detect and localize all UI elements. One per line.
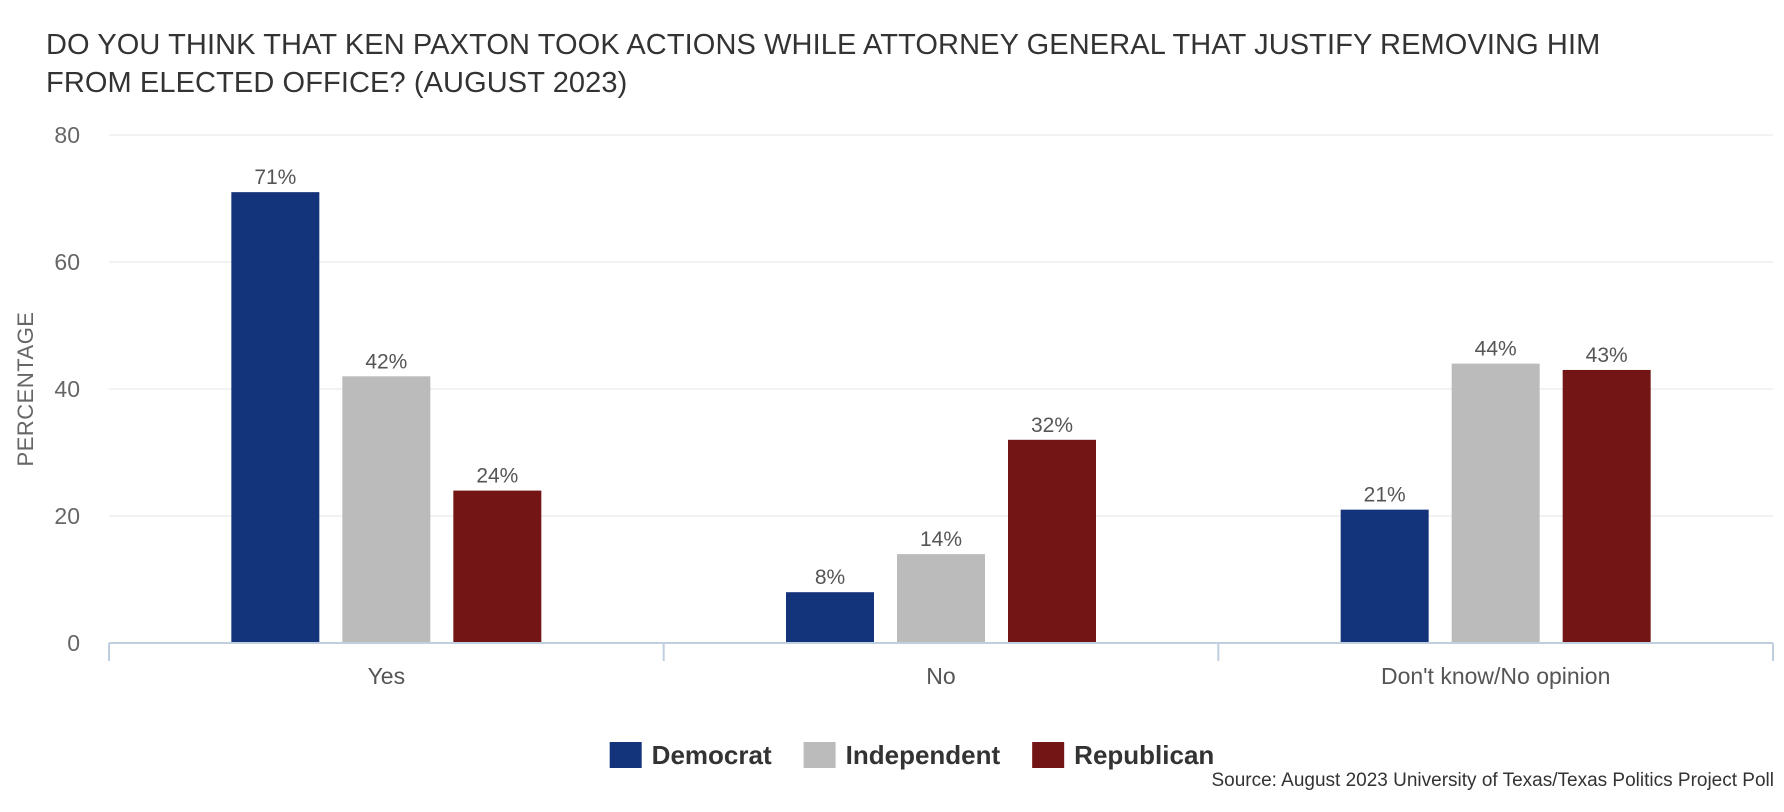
bar <box>897 554 985 643</box>
legend-swatch <box>1032 742 1065 768</box>
bar <box>1451 363 1540 643</box>
data-label: 14% <box>920 528 962 551</box>
x-axis: Yes No Don't know/No opinion <box>108 642 1774 689</box>
data-label: 32% <box>1031 414 1073 437</box>
data-label: 8% <box>815 566 845 589</box>
legend-label: Republican <box>1074 740 1214 770</box>
data-label: 24% <box>476 465 518 488</box>
y-tick-label: 20 <box>54 503 80 529</box>
legend-swatch <box>609 742 642 768</box>
data-labels: 71% 42% 24% 8% 14% 32% 21% 44% 43% <box>254 166 1627 589</box>
source-note: Source: August 2023 University of Texas/… <box>1211 770 1774 791</box>
bar <box>786 592 874 643</box>
y-tick-label: 60 <box>54 249 80 275</box>
data-label: 44% <box>1475 338 1517 361</box>
legend-swatch <box>803 742 836 768</box>
bar <box>1008 439 1096 643</box>
legend-item: Democrat <box>609 740 772 770</box>
bar <box>1562 369 1651 643</box>
legend-label: Independent <box>846 740 1001 770</box>
bar <box>1340 509 1429 643</box>
y-tick-label: 40 <box>54 376 80 402</box>
bar <box>342 376 431 643</box>
x-category-label: Yes <box>368 663 406 689</box>
data-label: 21% <box>1364 484 1406 507</box>
bar <box>231 192 320 643</box>
bars <box>231 192 1651 643</box>
chart-title: DO YOU THINK THAT KEN PAXTON TOOK ACTION… <box>46 29 1601 99</box>
y-axis-title: PERCENTAGE <box>13 312 38 467</box>
x-category-label: No <box>926 663 955 689</box>
data-label: 71% <box>254 166 296 189</box>
y-tick-label: 80 <box>54 122 80 148</box>
bar <box>453 490 542 643</box>
y-axis-ticks: 0 20 40 60 80 <box>54 122 80 656</box>
legend: Democrat Independent Republican <box>609 740 1214 770</box>
y-tick-label: 0 <box>67 630 80 656</box>
legend-item: Independent <box>803 740 1001 770</box>
legend-item: Republican <box>1032 740 1214 770</box>
data-label: 42% <box>365 350 407 373</box>
x-category-label: Don't know/No opinion <box>1381 663 1610 689</box>
legend-label: Democrat <box>652 740 772 770</box>
data-label: 43% <box>1586 344 1628 367</box>
